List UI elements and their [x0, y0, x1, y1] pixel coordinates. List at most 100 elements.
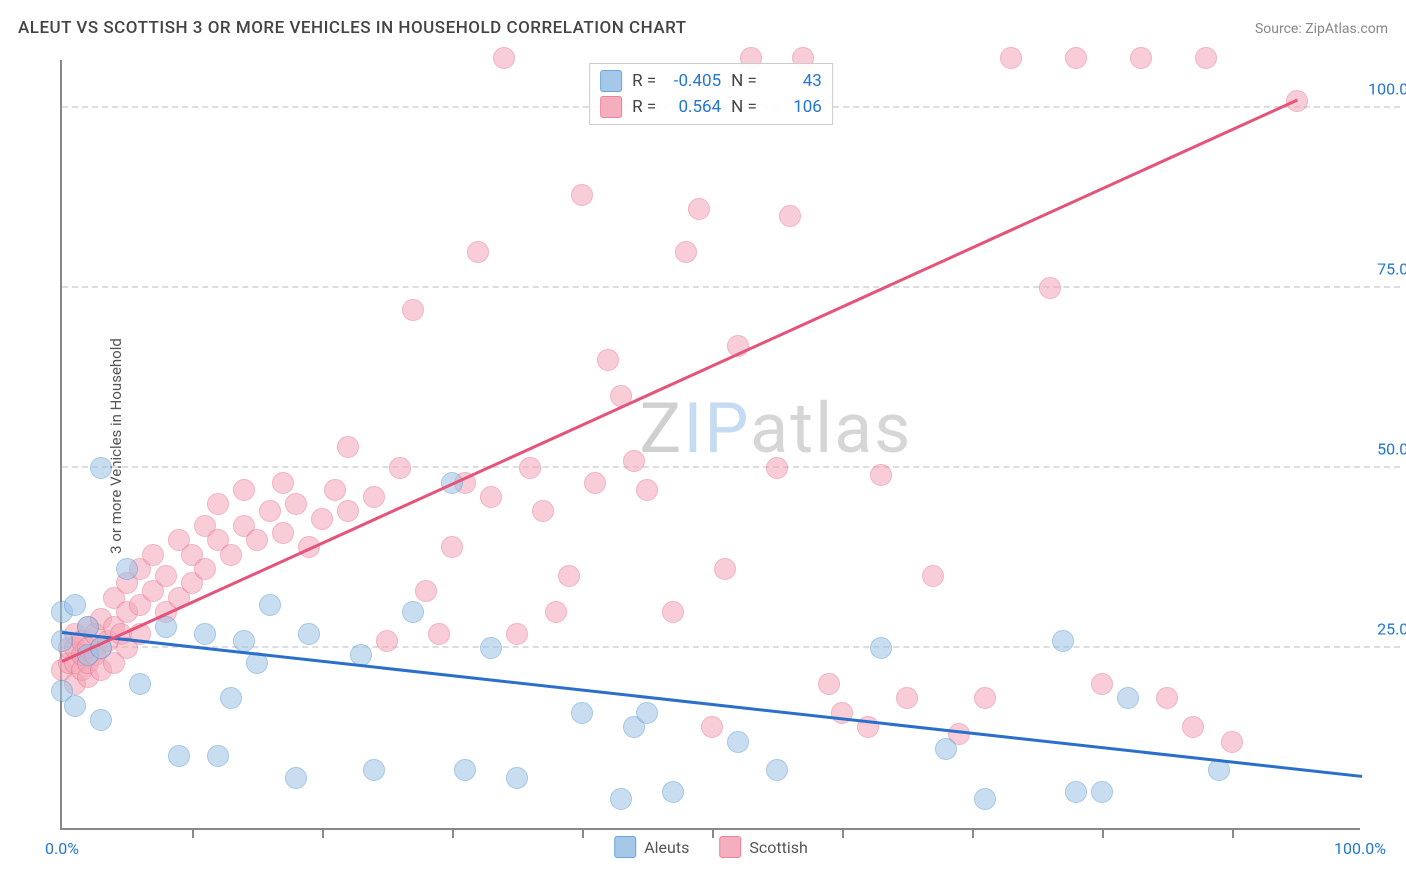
- aleuts-point: [870, 637, 892, 659]
- aleuts-point: [480, 637, 502, 659]
- aleuts-point: [571, 702, 593, 724]
- scottish-point: [480, 486, 502, 508]
- scottish-point: [1000, 47, 1022, 69]
- aleuts-point: [1052, 630, 1074, 652]
- scottish-point: [870, 464, 892, 486]
- scottish-point: [1221, 731, 1243, 753]
- scottish-point: [337, 500, 359, 522]
- aleuts-point: [454, 759, 476, 781]
- aleuts-legend-label: Aleuts: [644, 838, 689, 857]
- aleuts-point: [194, 623, 216, 645]
- aleuts-point: [233, 630, 255, 652]
- r-label: R =: [632, 97, 656, 117]
- scottish-point: [428, 623, 450, 645]
- scottish-point: [272, 472, 294, 494]
- n-label: N =: [731, 97, 757, 117]
- scottish-point: [766, 457, 788, 479]
- scottish-point: [688, 198, 710, 220]
- series-legend: Aleuts Scottish: [614, 836, 808, 858]
- scottish-point: [467, 241, 489, 263]
- legend-item-scottish: Scottish: [719, 836, 807, 858]
- source-name: ZipAtlas.com: [1305, 21, 1388, 37]
- x-axis-min-label: 0.0%: [45, 839, 79, 858]
- aleuts-point: [1091, 781, 1113, 803]
- scottish-point: [324, 479, 346, 501]
- scottish-point: [415, 580, 437, 602]
- aleuts-point: [90, 457, 112, 479]
- x-tick: [582, 828, 584, 838]
- x-tick: [842, 828, 844, 838]
- aleuts-point: [727, 731, 749, 753]
- aleuts-point: [168, 745, 190, 767]
- aleuts-point: [636, 702, 658, 724]
- scottish-point: [376, 630, 398, 652]
- watermark-z: Z: [639, 388, 683, 470]
- aleuts-point: [1065, 781, 1087, 803]
- scottish-point: [441, 536, 463, 558]
- scottish-point: [246, 529, 268, 551]
- scottish-point: [155, 565, 177, 587]
- scottish-point: [311, 508, 333, 530]
- scottish-point: [714, 558, 736, 580]
- aleuts-r-value: -0.405: [666, 71, 721, 91]
- scottish-point: [402, 299, 424, 321]
- aleuts-point: [116, 558, 138, 580]
- scottish-point: [571, 184, 593, 206]
- x-tick: [972, 828, 974, 838]
- chart-title: ALEUT VS SCOTTISH 3 OR MORE VEHICLES IN …: [18, 18, 687, 38]
- scottish-point: [233, 479, 255, 501]
- aleuts-point: [64, 594, 86, 616]
- scottish-point: [389, 457, 411, 479]
- aleuts-point: [402, 601, 424, 623]
- scottish-point: [493, 47, 515, 69]
- scottish-point: [285, 493, 307, 515]
- scottish-point: [194, 558, 216, 580]
- scottish-point: [584, 472, 606, 494]
- scottish-point: [142, 544, 164, 566]
- scottish-legend-label: Scottish: [749, 838, 807, 857]
- scottish-point: [896, 687, 918, 709]
- aleuts-point: [1117, 687, 1139, 709]
- scottish-point: [220, 544, 242, 566]
- legend-row-scottish: R = 0.564 N = 106: [600, 94, 822, 120]
- aleuts-point: [506, 767, 528, 789]
- scottish-point: [675, 241, 697, 263]
- aleuts-point: [298, 623, 320, 645]
- scottish-point: [623, 450, 645, 472]
- scottish-point: [597, 349, 619, 371]
- aleuts-point: [285, 767, 307, 789]
- correlation-legend: R = -0.405 N = 43 R = 0.564 N = 106: [589, 63, 833, 125]
- scottish-point: [922, 565, 944, 587]
- x-tick: [322, 828, 324, 838]
- scottish-point: [1130, 47, 1152, 69]
- aleuts-swatch-icon: [600, 70, 622, 92]
- scottish-r-value: 0.564: [666, 97, 721, 117]
- scottish-point: [701, 716, 723, 738]
- scatter-plot-area: R = -0.405 N = 43 R = 0.564 N = 106 ZIPa…: [60, 60, 1360, 830]
- scottish-point: [207, 493, 229, 515]
- scottish-point: [1091, 673, 1113, 695]
- scottish-legend-swatch-icon: [719, 836, 741, 858]
- aleuts-point: [207, 745, 229, 767]
- scottish-swatch-icon: [600, 96, 622, 118]
- source-attribution: Source: ZipAtlas.com: [1255, 21, 1388, 37]
- aleuts-point: [662, 781, 684, 803]
- scottish-point: [779, 205, 801, 227]
- aleuts-point: [259, 594, 281, 616]
- n-label: N =: [731, 71, 757, 91]
- scottish-point: [1156, 687, 1178, 709]
- y-tick-label: 75.0%: [1377, 260, 1406, 279]
- gridline: [62, 466, 1400, 468]
- legend-row-aleuts: R = -0.405 N = 43: [600, 68, 822, 94]
- x-tick: [192, 828, 194, 838]
- aleuts-point: [974, 788, 996, 810]
- gridline: [62, 286, 1400, 288]
- aleuts-point: [610, 788, 632, 810]
- scottish-point: [1039, 277, 1061, 299]
- aleuts-point: [766, 759, 788, 781]
- aleuts-point: [220, 687, 242, 709]
- scottish-point: [1195, 47, 1217, 69]
- y-tick-label: 100.0%: [1368, 80, 1406, 99]
- x-tick: [1232, 828, 1234, 838]
- legend-item-aleuts: Aleuts: [614, 836, 689, 858]
